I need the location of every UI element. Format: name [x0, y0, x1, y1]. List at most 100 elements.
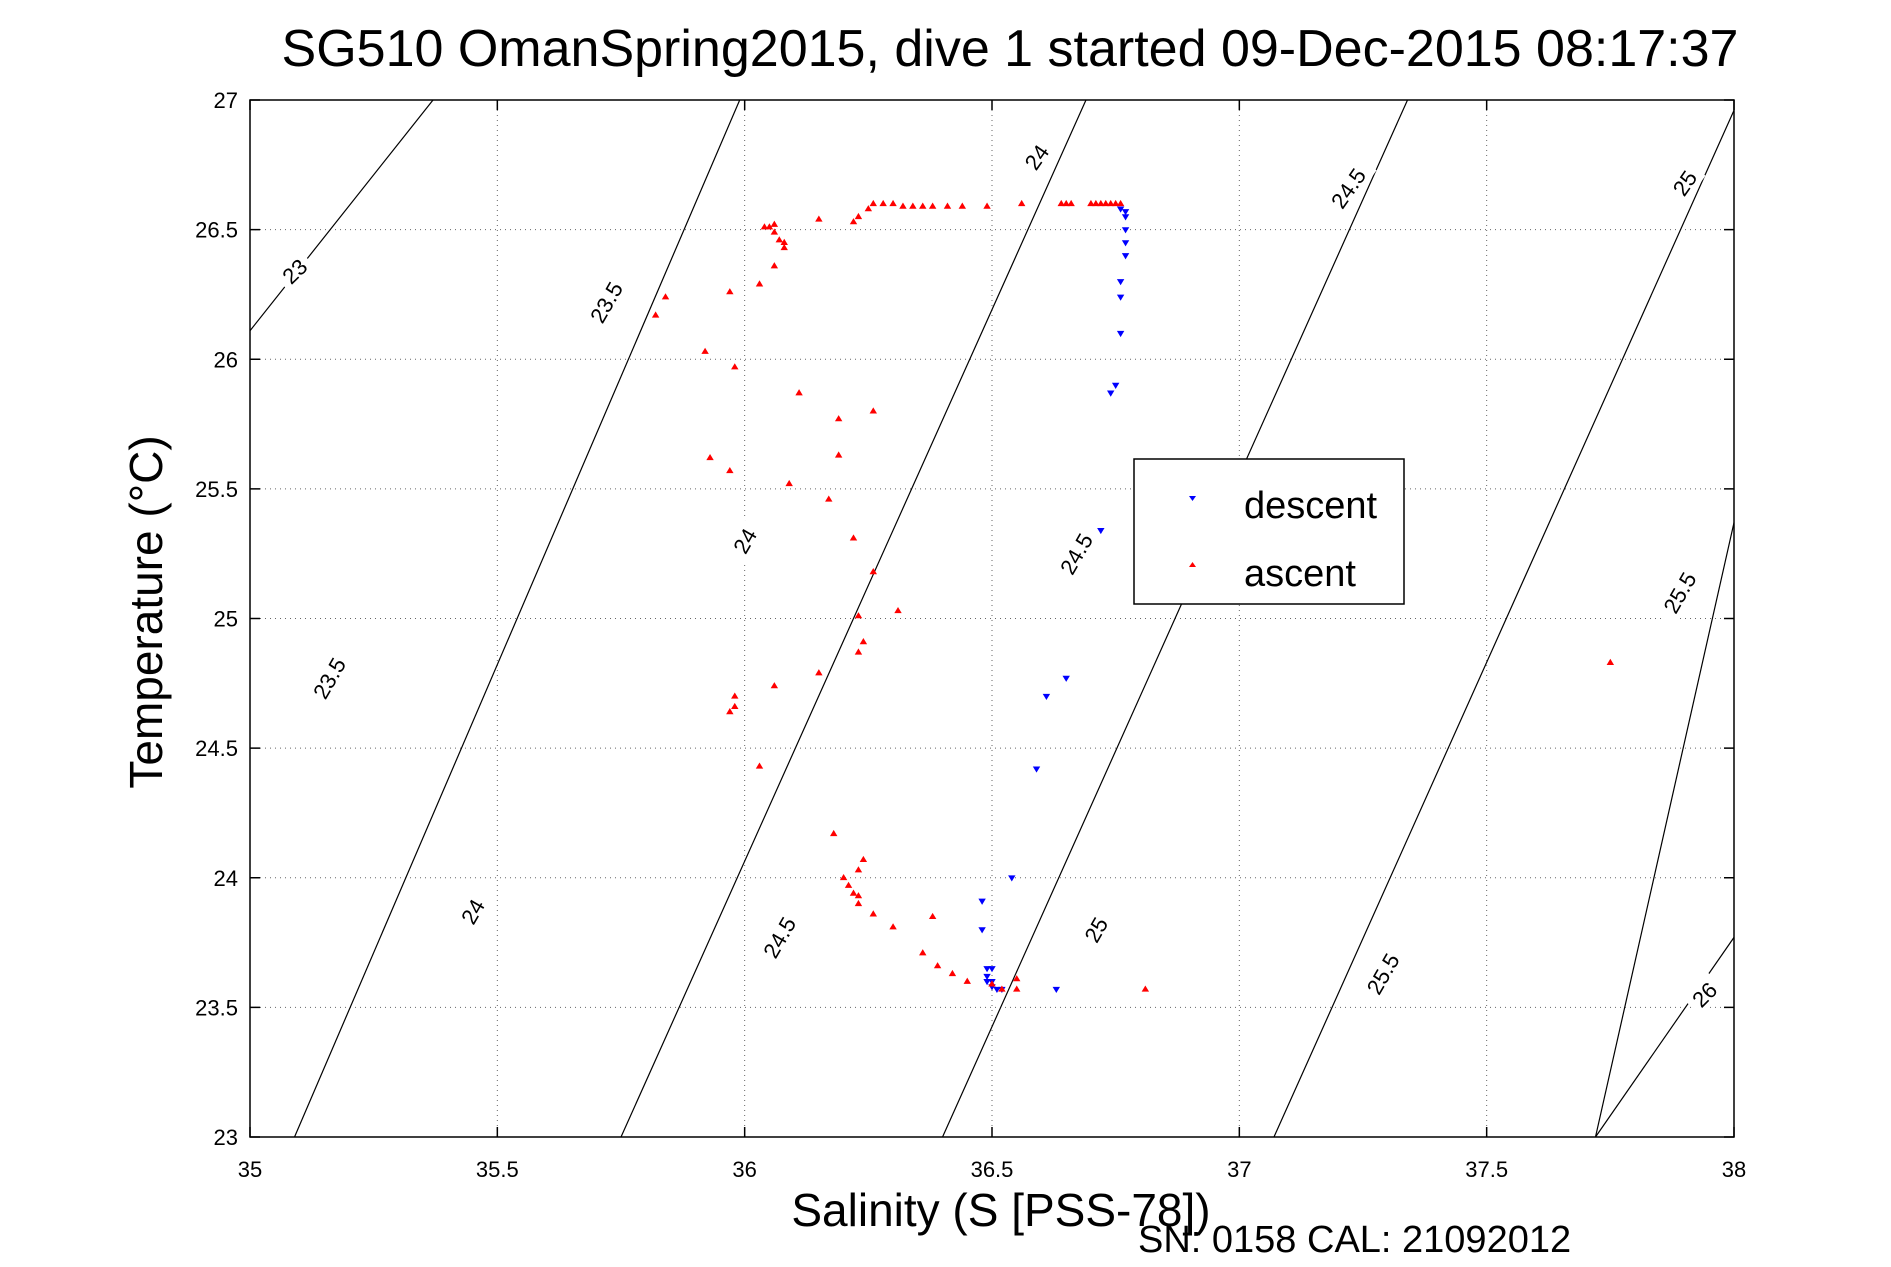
y-tick-label: 25	[214, 607, 238, 632]
density-contour-line	[1594, 522, 1735, 1138]
ascent-point	[770, 228, 779, 235]
ascent-point	[701, 347, 709, 354]
ascent-point	[854, 648, 863, 655]
descent-point	[1042, 693, 1051, 701]
legend: descent ascent	[1133, 458, 1405, 605]
ascent-point	[726, 288, 734, 295]
y-tick-label: 23	[214, 1125, 238, 1150]
legend-box	[1133, 458, 1405, 605]
ascent-point	[928, 202, 937, 209]
contour-label-background	[302, 644, 356, 712]
ascent-point	[998, 985, 1006, 992]
ascent-point	[780, 243, 788, 251]
ascent-point	[1013, 985, 1021, 992]
descent-point	[1107, 390, 1115, 397]
contour-label-background	[1049, 520, 1103, 588]
ascent-point	[1141, 985, 1150, 992]
ascent-point	[785, 479, 793, 487]
ascent-point	[770, 262, 779, 269]
density-contour-line	[293, 99, 741, 1138]
ascent-point	[770, 682, 779, 689]
ascent-point	[889, 199, 897, 207]
ascent-point	[1092, 199, 1100, 207]
contour-label-background	[1682, 972, 1727, 1017]
y-tick-label: 27	[214, 88, 238, 113]
ascent-point	[1606, 658, 1615, 665]
x-tick-label: 36	[732, 1157, 756, 1182]
ascent-point	[755, 280, 764, 287]
ascent-point	[731, 692, 739, 699]
ascent-point	[839, 873, 848, 881]
ascent-point	[909, 202, 917, 209]
ascent-point	[1087, 199, 1095, 207]
descent-point	[1121, 227, 1130, 234]
ascent-point	[869, 407, 877, 414]
ascent-point	[1062, 199, 1070, 207]
ascent-point	[899, 202, 907, 209]
ascent-point	[1013, 975, 1021, 982]
contour-label-background	[1663, 160, 1706, 206]
legend-label-ascent: ascent	[1244, 553, 1356, 595]
ascent-point	[1111, 199, 1120, 207]
contour-label-background	[272, 249, 317, 293]
ascent-point	[958, 202, 967, 209]
ascent-point	[859, 855, 868, 863]
ascent-point	[1097, 199, 1105, 207]
ascent-point	[869, 199, 877, 207]
ascent-point	[854, 892, 863, 899]
ascent-point	[825, 495, 833, 502]
density-contour-line	[1595, 937, 1735, 1138]
ascent-point	[830, 829, 838, 837]
descent-point	[1097, 527, 1105, 535]
descent-point	[1121, 240, 1130, 247]
contour-label-background	[1015, 134, 1058, 180]
density-contours	[249, 99, 1735, 1138]
y-tick-label: 26	[214, 347, 238, 372]
y-axis-label: Temperature (°C)	[120, 435, 172, 788]
descent-point	[1121, 209, 1130, 216]
ascent-point	[988, 980, 996, 987]
x-tick-label: 35.5	[476, 1157, 519, 1182]
contour-label-background	[579, 268, 633, 336]
ascent-point	[983, 202, 991, 209]
descent-point	[993, 986, 1001, 994]
ascent-point	[1017, 199, 1026, 207]
contour-label-background	[1075, 907, 1117, 952]
contour-label-background	[752, 904, 807, 971]
ascent-point	[706, 453, 714, 461]
ascent-point	[775, 236, 783, 243]
descent-point	[983, 973, 991, 981]
tick-labels: 35 35.5 36 36.5 37 37.5 38 23 23.5 24 24.5 25 25.5 26…	[195, 88, 1746, 1182]
ascent-point	[726, 708, 734, 715]
ascent-point	[854, 899, 863, 907]
descent-point	[978, 927, 986, 934]
ascent-point	[834, 451, 843, 458]
ascent-point	[1067, 199, 1075, 207]
ascent-point	[755, 762, 764, 769]
ascent-point	[849, 889, 858, 896]
ascent-point	[844, 881, 853, 888]
ascent-point	[963, 977, 971, 984]
ascent-point	[651, 311, 660, 318]
ascent-point	[919, 949, 927, 956]
ascent-point	[869, 910, 877, 917]
y-tick-label: 24	[214, 866, 238, 891]
descent-point	[1116, 330, 1125, 338]
ascent-point	[795, 389, 803, 396]
ascent-point	[765, 223, 774, 230]
ascent-point	[661, 293, 670, 300]
legend-label-descent: descent	[1244, 485, 1378, 527]
contour-label-background	[452, 889, 493, 934]
contour-label-background	[724, 518, 765, 563]
density-contour-line	[1273, 110, 1735, 1138]
ascent-point	[943, 202, 952, 209]
ascent-point	[815, 669, 823, 676]
density-contour-line	[941, 99, 1409, 1138]
data-points	[651, 199, 1615, 994]
ascent-point	[889, 923, 897, 930]
ascent-point	[854, 866, 863, 873]
sensor-calibration-footer: SN: 0158 CAL: 21092012	[1138, 1219, 1571, 1261]
contour-label-background	[1356, 940, 1410, 1008]
